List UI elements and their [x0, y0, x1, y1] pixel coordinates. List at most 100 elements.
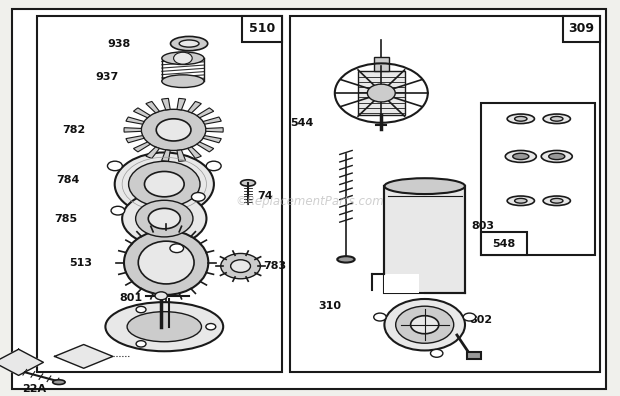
Ellipse shape [337, 256, 355, 263]
Polygon shape [55, 345, 113, 368]
Text: 22A: 22A [22, 384, 46, 394]
Ellipse shape [179, 40, 199, 47]
Circle shape [221, 253, 260, 279]
Circle shape [384, 299, 465, 350]
Bar [37, 16, 282, 372]
Polygon shape [162, 150, 170, 162]
Circle shape [206, 161, 221, 171]
Text: 309: 309 [569, 22, 595, 35]
Text: 937: 937 [95, 72, 119, 82]
Text: 802: 802 [469, 315, 492, 325]
Ellipse shape [543, 196, 570, 206]
Ellipse shape [162, 52, 204, 65]
Ellipse shape [53, 380, 65, 385]
Bar [358, 71, 404, 115]
Ellipse shape [541, 150, 572, 162]
Ellipse shape [549, 153, 565, 160]
Circle shape [122, 192, 206, 246]
Ellipse shape [507, 196, 534, 206]
Text: 801: 801 [120, 293, 143, 303]
Bar [374, 57, 389, 71]
Text: 510: 510 [249, 22, 275, 35]
Polygon shape [188, 101, 202, 113]
Polygon shape [133, 142, 151, 152]
Ellipse shape [384, 178, 465, 194]
Ellipse shape [551, 198, 563, 203]
Ellipse shape [105, 302, 223, 351]
Ellipse shape [515, 116, 527, 121]
Ellipse shape [543, 114, 570, 124]
Bar [384, 274, 418, 293]
Bar [480, 103, 595, 255]
Circle shape [192, 192, 205, 201]
Text: 803: 803 [471, 221, 494, 231]
Ellipse shape [551, 116, 563, 121]
Circle shape [396, 306, 454, 343]
Bar [384, 186, 465, 293]
Text: 784: 784 [56, 175, 79, 185]
Text: 544: 544 [290, 118, 313, 128]
Bar [480, 232, 527, 255]
Circle shape [115, 152, 214, 216]
Text: 548: 548 [492, 239, 515, 249]
Circle shape [144, 171, 184, 197]
Polygon shape [203, 135, 221, 143]
Circle shape [170, 244, 184, 253]
Circle shape [161, 122, 186, 138]
Bar [467, 352, 481, 360]
Polygon shape [126, 117, 144, 124]
Bar [290, 16, 600, 372]
Ellipse shape [515, 198, 527, 203]
Polygon shape [197, 142, 214, 152]
Polygon shape [126, 135, 144, 143]
Text: ©ReplacementParts.com: ©ReplacementParts.com [236, 196, 384, 208]
Ellipse shape [241, 180, 255, 186]
Polygon shape [133, 108, 151, 118]
Circle shape [430, 349, 443, 357]
Text: 782: 782 [62, 125, 86, 135]
Polygon shape [206, 128, 223, 132]
Polygon shape [197, 108, 214, 118]
Circle shape [136, 341, 146, 347]
Polygon shape [203, 117, 221, 124]
Text: 783: 783 [264, 261, 286, 271]
Circle shape [157, 216, 172, 225]
Circle shape [155, 292, 167, 300]
Text: 785: 785 [55, 214, 78, 224]
Circle shape [410, 316, 439, 334]
Circle shape [111, 206, 125, 215]
Circle shape [136, 307, 146, 313]
Circle shape [367, 84, 396, 102]
Polygon shape [177, 150, 185, 162]
Polygon shape [0, 349, 43, 375]
Circle shape [374, 313, 386, 321]
Circle shape [231, 260, 250, 272]
Circle shape [156, 119, 191, 141]
Ellipse shape [170, 36, 208, 51]
Ellipse shape [162, 75, 204, 88]
Polygon shape [146, 147, 159, 158]
Ellipse shape [138, 241, 194, 284]
Circle shape [148, 208, 180, 229]
Ellipse shape [513, 153, 529, 160]
Circle shape [463, 313, 476, 321]
Circle shape [128, 161, 200, 207]
Polygon shape [177, 98, 185, 110]
Text: 938: 938 [107, 38, 130, 49]
Polygon shape [162, 98, 170, 110]
Circle shape [141, 109, 206, 150]
Bar [563, 16, 600, 42]
Text: 513: 513 [69, 257, 92, 268]
Polygon shape [146, 101, 159, 113]
Text: 74: 74 [257, 190, 273, 201]
Ellipse shape [505, 150, 536, 162]
Polygon shape [188, 147, 202, 158]
Text: 310: 310 [318, 301, 342, 311]
Polygon shape [124, 128, 141, 132]
Circle shape [174, 52, 192, 64]
Ellipse shape [127, 312, 202, 342]
Circle shape [206, 324, 216, 330]
Circle shape [107, 161, 122, 171]
Circle shape [136, 200, 193, 237]
Ellipse shape [507, 114, 534, 124]
